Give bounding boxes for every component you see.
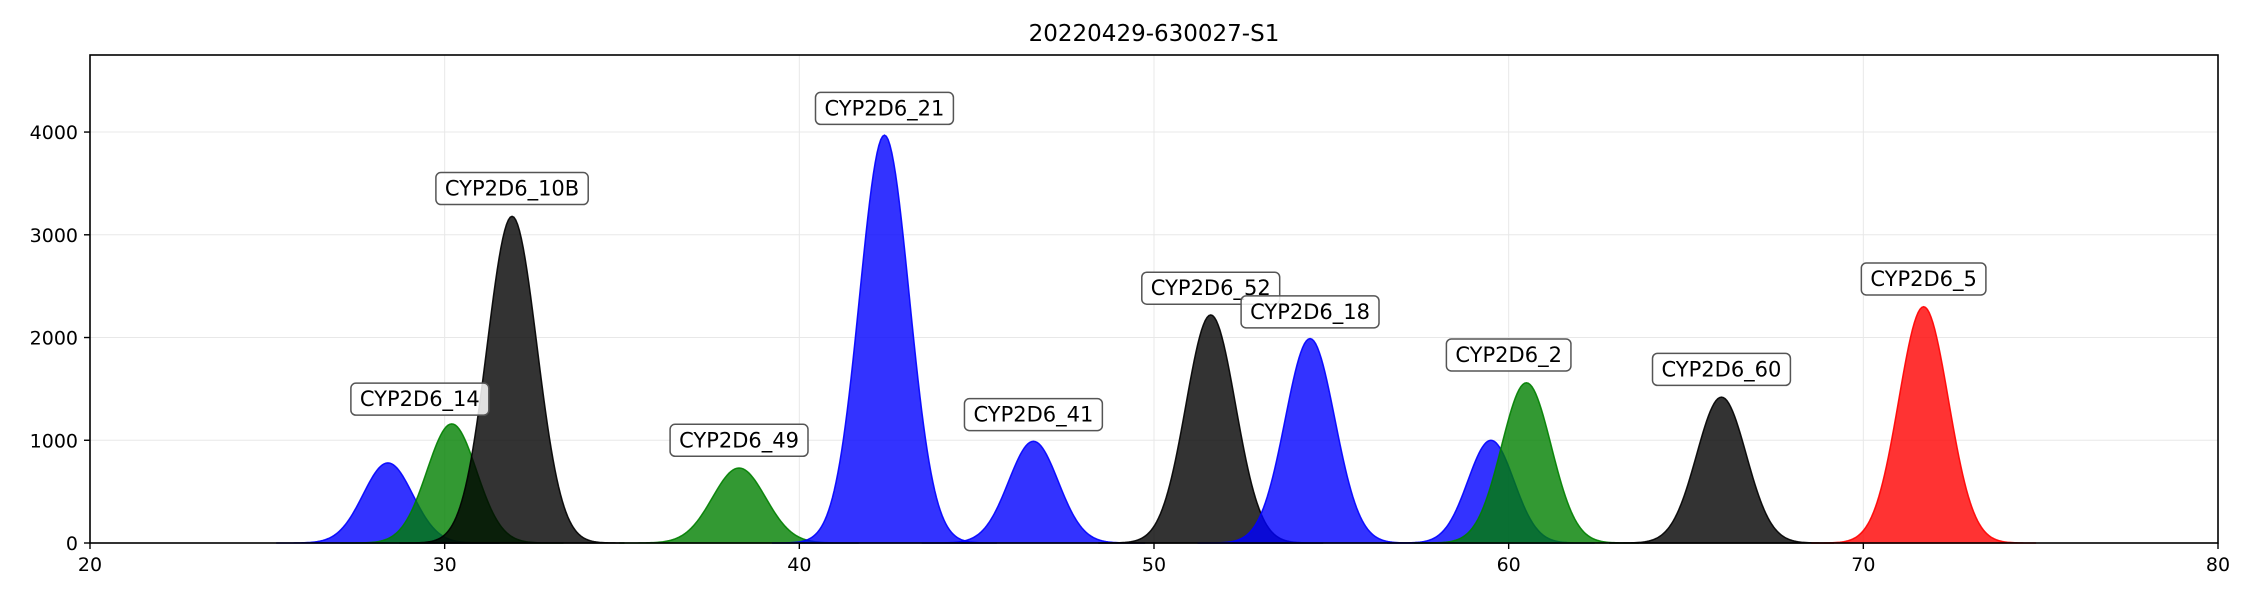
peak-label: CYP2D6_2 [1445,338,1572,372]
peak-label: CYP2D6_52 [1141,271,1281,305]
peak-label-text: CYP2D6_49 [679,428,799,453]
peak-label-box [1445,338,1572,372]
y-tick-label: 0 [66,533,78,555]
x-tick-label: 30 [433,554,457,576]
peak-label-box [669,423,809,458]
peak-blue [921,440,1146,544]
x-tick-label: 50 [1142,554,1166,576]
peak-label: CYP2D6_10B [435,171,589,206]
x-tick-label: 20 [78,554,102,576]
y-tick-label: 3000 [30,225,78,247]
peak-label: CYP2D6_21 [814,91,955,126]
peak-label-box [435,171,589,206]
peak-blue [771,134,997,544]
peak-red [1811,305,2037,544]
peak-black [1609,396,1834,544]
peak-label: CYP2D6_49 [669,423,809,458]
peak-label-box [350,382,490,416]
peak-label-box [1651,352,1792,387]
peak-label-text: CYP2D6_41 [973,403,1093,428]
grid-lines [89,55,2219,544]
x-tick-label: 60 [1497,554,1521,576]
y-axis: 0 1000 2000 3000 4000 [30,122,90,555]
peak-label: CYP2D6_5 [1860,262,1987,296]
peak-label-box [1240,295,1380,329]
peak-label-text: CYP2D6_5 [1870,267,1977,292]
x-tick-label: 80 [2206,554,2230,576]
peak-label-text: CYP2D6_10B [445,177,579,202]
y-tick-label: 1000 [30,430,78,452]
peak-labels: CYP2D6_14 CYP2D6_10B CYP2D6_49 CYP2D6_21 CYP… [350,91,1987,458]
peak-label: CYP2D6_14 [350,382,490,416]
x-axis: 20 30 40 50 60 70 80 [78,543,2230,576]
peak-label: CYP2D6_18 [1240,295,1380,329]
peak-label-box [814,91,955,126]
peak-label-text: CYP2D6_21 [825,96,945,121]
peak-areas [276,134,2037,544]
peak-green [1413,381,1639,544]
peak-blue [1197,337,1423,544]
peak-label-text: CYP2D6_60 [1662,357,1782,382]
peak-label: CYP2D6_41 [963,397,1104,432]
peak-label-text: CYP2D6_2 [1455,343,1562,368]
peak-label-box [963,397,1104,432]
peak-label-text: CYP2D6_14 [360,387,480,412]
peak-black [399,215,625,544]
peak-label-text: CYP2D6_18 [1250,300,1370,325]
y-tick-label: 4000 [30,122,78,144]
x-tick-label: 70 [1851,554,1875,576]
peak-label: CYP2D6_60 [1651,352,1792,387]
x-tick-label: 40 [787,554,811,576]
chart-title: 20220429-630027-S1 [1029,21,1280,47]
peak-label-box [1860,262,1987,296]
y-tick-label: 2000 [30,328,78,350]
